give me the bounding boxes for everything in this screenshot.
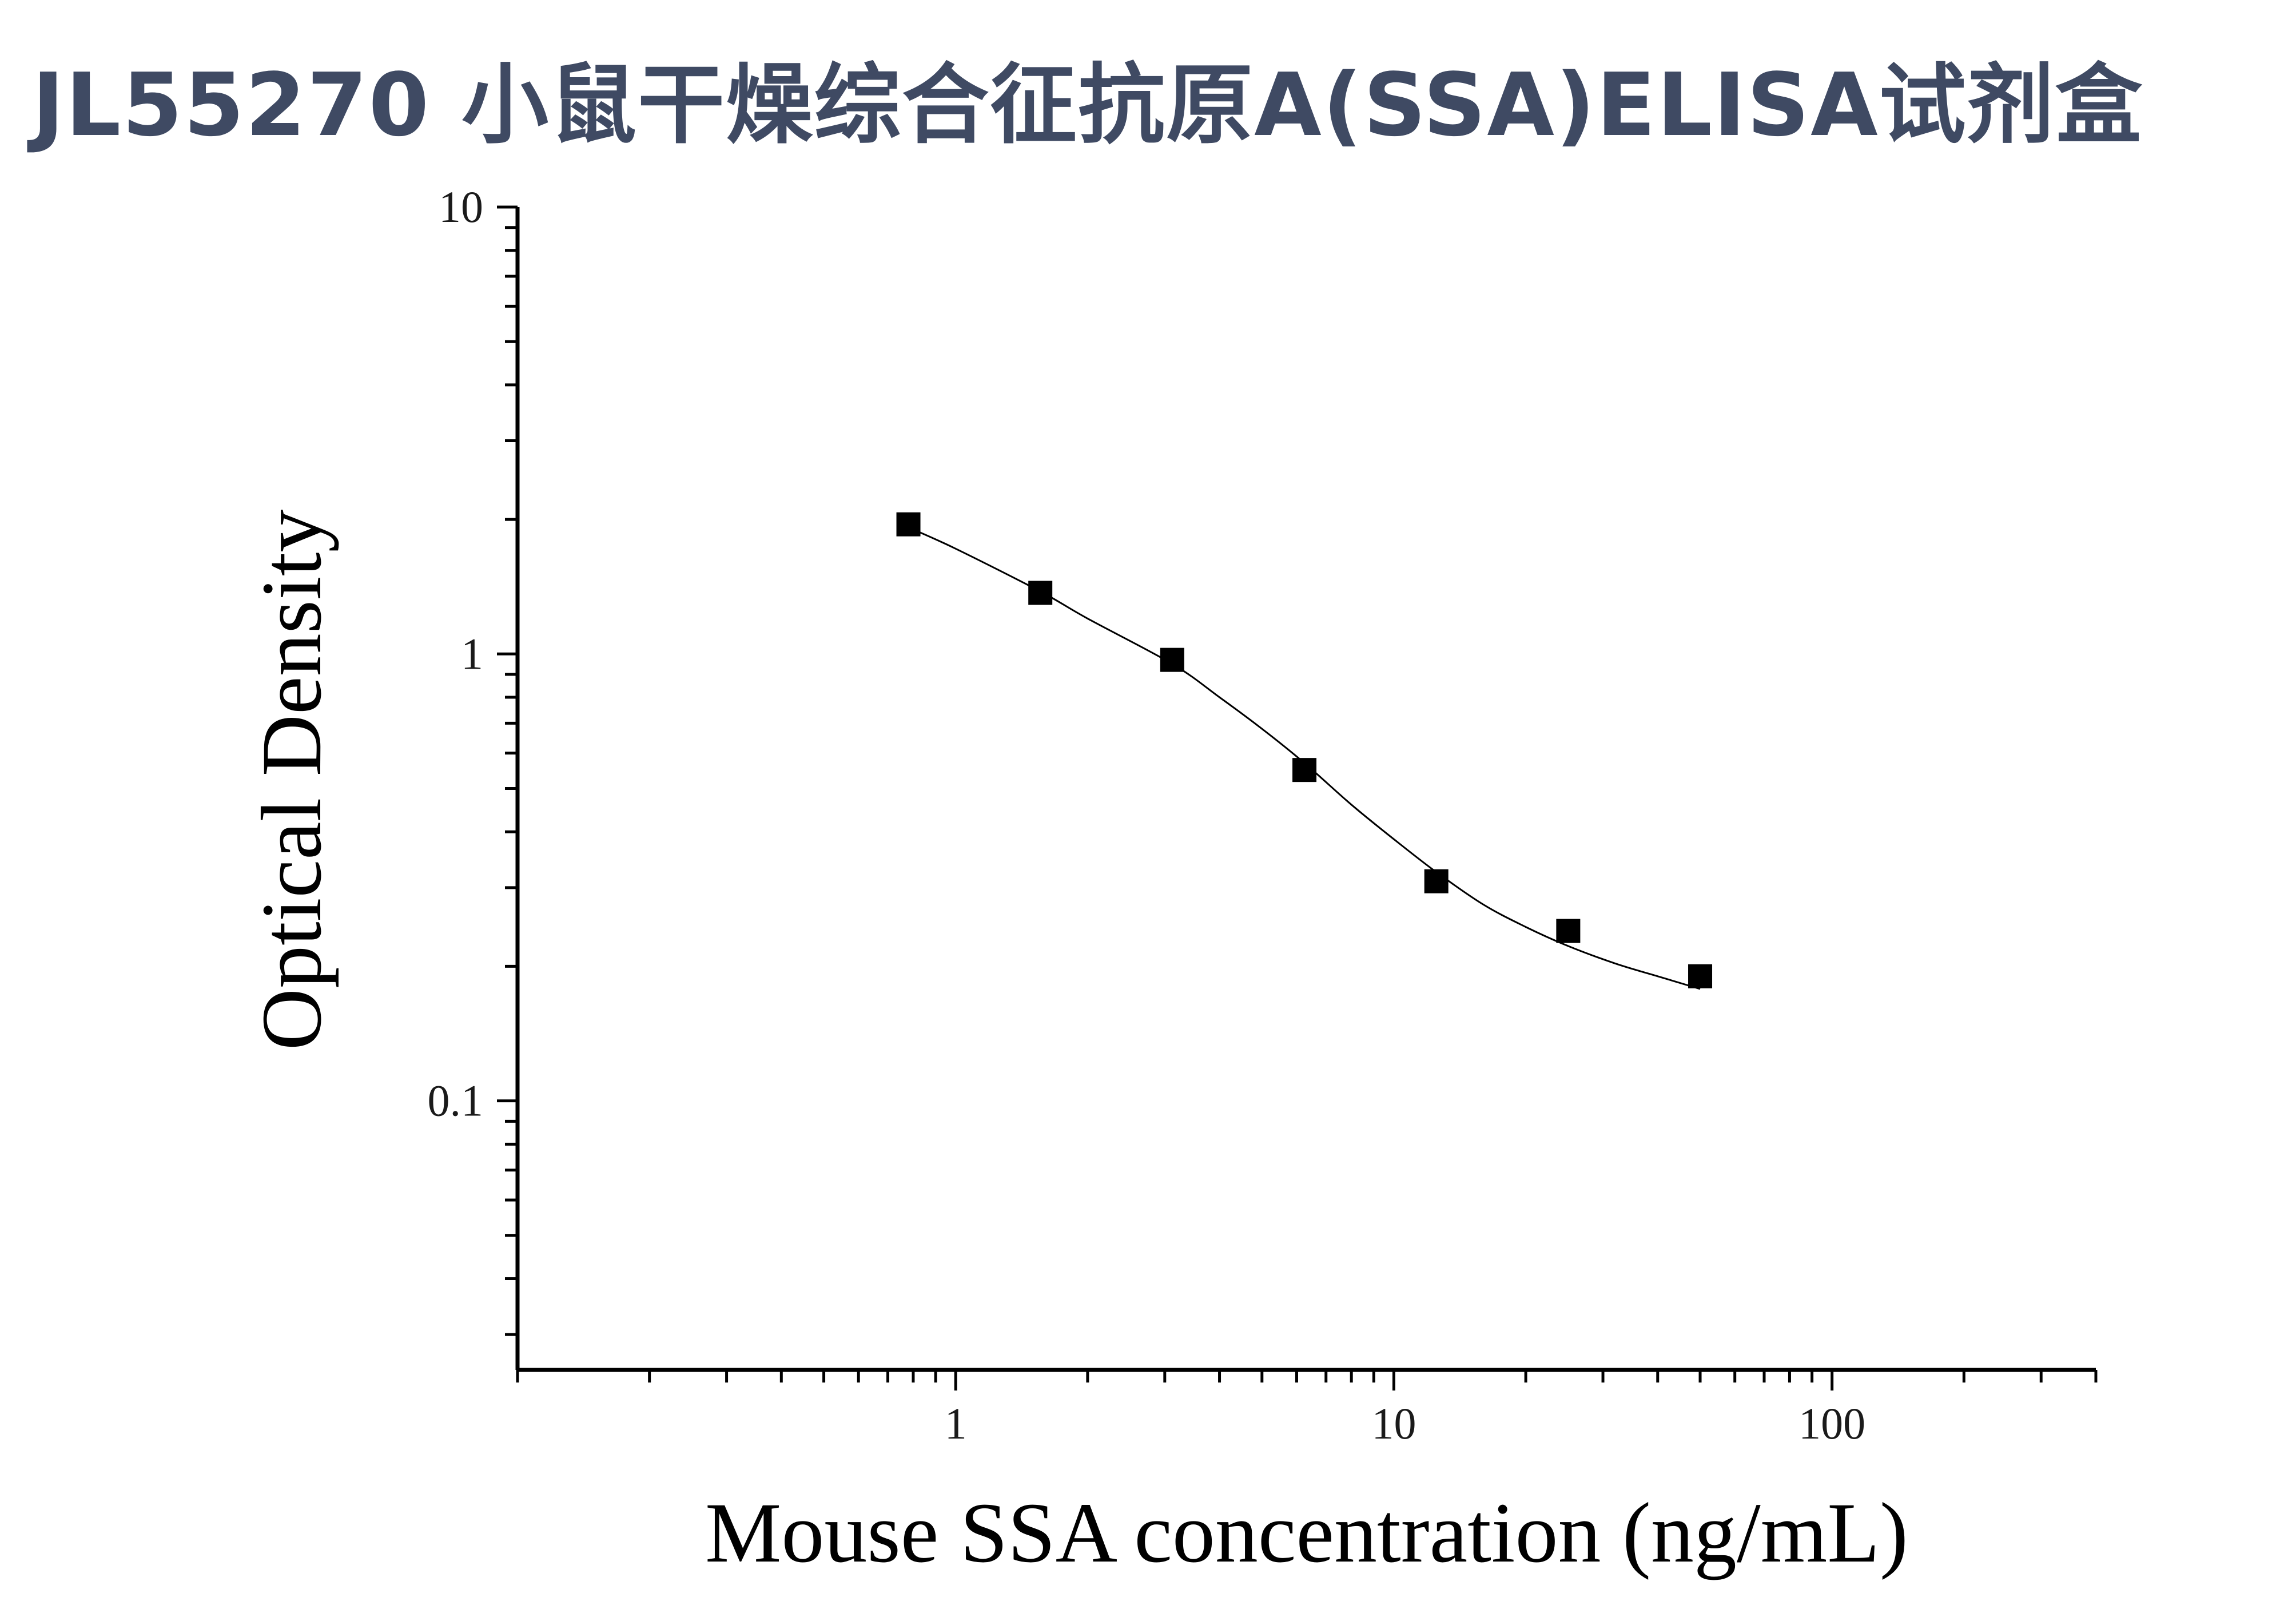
x-tick-label: 10 xyxy=(1371,1399,1416,1448)
x-tick-label: 1 xyxy=(945,1399,967,1448)
y-axis-ticks: 0.1 1 10 xyxy=(428,182,518,1336)
axes xyxy=(515,207,2096,1372)
data-point-marker xyxy=(896,512,921,537)
fit-curve xyxy=(908,526,1701,990)
y-tick-label: 0.1 xyxy=(428,1076,484,1126)
data-point-marker xyxy=(1688,964,1713,988)
data-point-marker xyxy=(1028,581,1053,605)
fit-curve-layer xyxy=(908,526,1701,990)
x-axis-ticks: 1 10 100 xyxy=(516,1370,2098,1448)
y-tick-label: 10 xyxy=(439,182,483,232)
data-point-marker xyxy=(1292,758,1317,782)
x-tick-label: 100 xyxy=(1798,1399,1865,1448)
y-axis-title: Optical Density xyxy=(244,510,339,1051)
data-points xyxy=(896,512,1713,988)
page-title: JL55270 小鼠干燥综合征抗原A(SSA)ELISA试剂盒 xyxy=(32,54,2143,156)
data-point-marker xyxy=(1424,869,1449,893)
data-point-marker xyxy=(1556,919,1581,943)
y-tick-label: 1 xyxy=(461,629,483,678)
x-axis-title: Mouse SSA concentration (ng/mL) xyxy=(705,1485,1908,1580)
data-point-marker xyxy=(1160,647,1184,672)
